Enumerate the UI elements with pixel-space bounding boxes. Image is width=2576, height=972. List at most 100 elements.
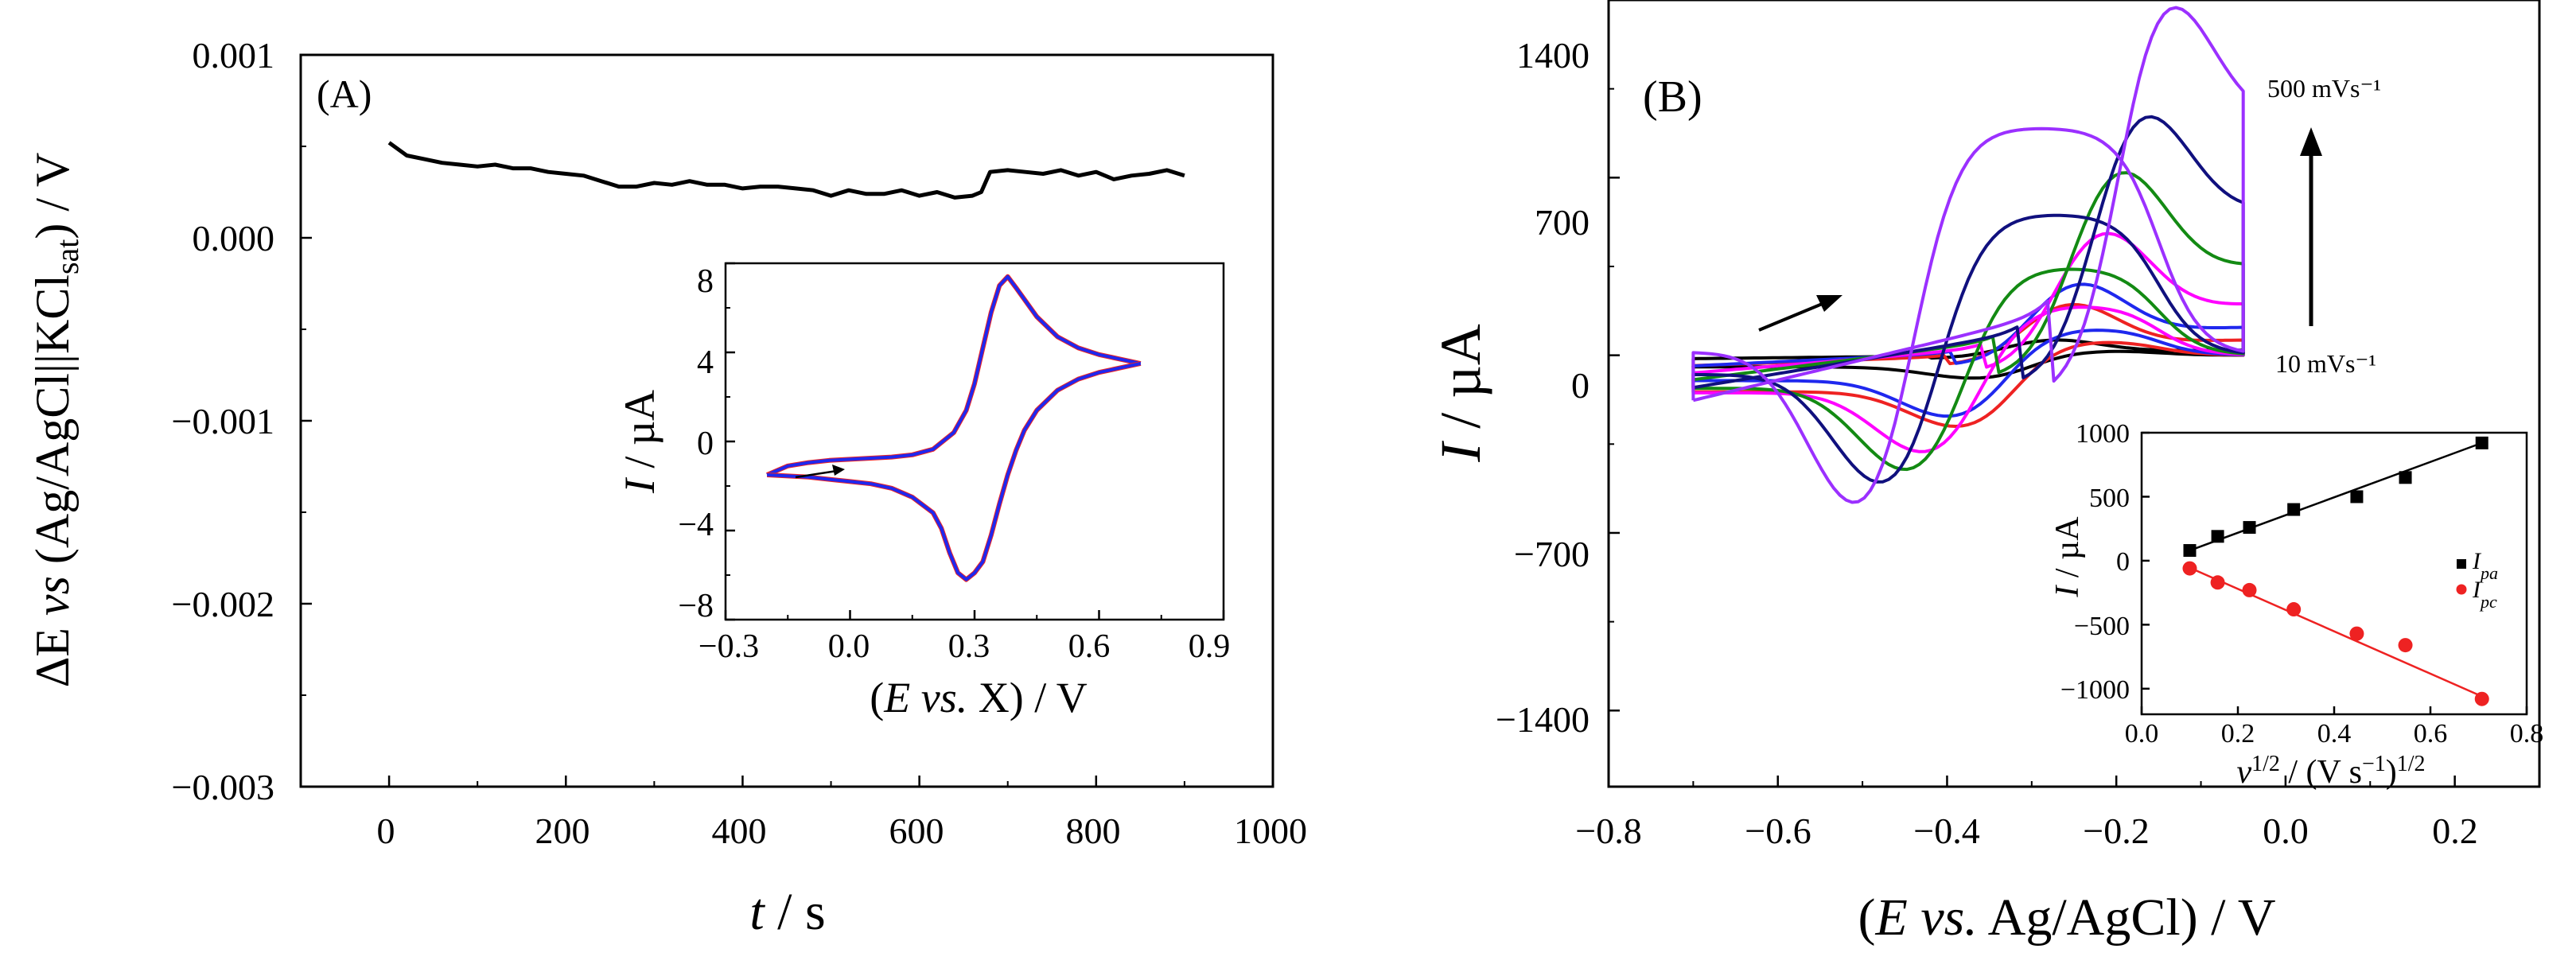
panel-a-inset: −0.3 0.0 0.3 0.6 0.9 8 4 0 −4 −8 (E vs. … (616, 262, 1231, 721)
panel-b-cv-6 (1691, 6, 2245, 504)
panel-b-inset-point-ipc-6 (2474, 691, 2489, 706)
panel-b-inset-xtick-0: 0.0 (2125, 719, 2159, 748)
panel-b-inset-ytick-2: 0 (2116, 547, 2130, 577)
panel-b-inset-xlabel: v1/2 / (V s−1)1/2 (2236, 752, 2425, 791)
panel-b-inset-xtick-2: 0.4 (2317, 719, 2352, 748)
panel-b-inset: 0.0 0.2 0.4 0.6 0.8 1000 500 0 −500 −100… (2049, 419, 2543, 791)
panel-a-inset-xlabel: (E vs. X) / V (870, 674, 1087, 721)
panel-a-ytick-2: −0.001 (172, 401, 274, 441)
panel-a-inset-frame (724, 262, 1225, 621)
panel-b-inset-legend: Ipa Ipc (2456, 548, 2498, 612)
panel-b-inset-series (2182, 436, 2489, 706)
legend-label-ipc: Ipc (2472, 577, 2497, 612)
panel-b-inset-ticks (2140, 431, 2528, 714)
panel-b-scan-rate-arrow (2300, 127, 2322, 326)
panel-b-ylabel: I / µA (1429, 324, 1492, 462)
panel-b-annotation-bottom: 10 mVs⁻¹ (2275, 349, 2376, 378)
legend-label-ipa: Ipa (2472, 548, 2498, 583)
panel-a-inset-ytick-4: −8 (678, 588, 714, 624)
panel-b-inset-point-ipc-4 (2349, 626, 2364, 641)
panel-a-inset-ytick-0: 8 (697, 263, 714, 300)
panel-b-inset-point-ipa-6 (2475, 436, 2488, 449)
panel-b-inset-point-ipc-3 (2286, 602, 2302, 617)
panel-b-inset-frame (2140, 431, 2528, 716)
panel-b-inset-point-ipa-4 (2350, 490, 2364, 503)
panel-a-xtick-1: 200 (535, 811, 590, 851)
panel-b-inset-xtick-1: 0.2 (2221, 719, 2255, 748)
panel-a-inset-series-line-1 (767, 362, 1142, 581)
panel-a-inset-series-shadow-1 (767, 361, 1142, 582)
panel-a-ytick-3: −0.002 (172, 584, 274, 624)
panel-b-scan-direction-arrow (1758, 295, 1843, 332)
panel-b-inset-point-ipa-3 (2287, 503, 2301, 516)
panel-a-xtick-2: 400 (712, 811, 767, 851)
panel-a-xlabel: t / s (749, 883, 825, 941)
panel-a-inset-xtick-2: 0.3 (948, 628, 990, 665)
panel-a-inset-series-line-0 (766, 274, 1142, 476)
panel-a-inset-ytick-3: −4 (678, 507, 714, 543)
panel-a-inset-xtick-1: 0.0 (828, 628, 870, 665)
panel-a-inset-ylabel: I / µA (616, 390, 663, 494)
panel-b-ytick-4: −1400 (1496, 699, 1590, 740)
panel-a-xtick-3: 600 (889, 811, 944, 851)
panel-b-xtick-1: −0.6 (1745, 811, 1811, 851)
panel-a-xtick-0: 0 (377, 811, 395, 851)
panel-b-xtick-0: −0.8 (1575, 811, 1641, 851)
panel-b-xtick-3: −0.2 (2083, 811, 2149, 851)
panel-a-ytick-1: 0.000 (193, 218, 275, 259)
panel-b-label: (B) (1643, 72, 1702, 122)
panel-b-inset-ytick-3: −500 (2074, 612, 2130, 641)
panel-b-inset-fit-0 (2189, 441, 2483, 552)
panel-a-inset-series (766, 274, 1142, 582)
legend-marker-ipc (2456, 584, 2467, 595)
panel-b-inset-ytick-0: 1000 (2076, 419, 2130, 449)
panel-b-xtick-4: 0.0 (2263, 811, 2309, 851)
panel-a-series (387, 141, 1185, 200)
panel-a-inset-xtick-0: −0.3 (698, 628, 759, 665)
panel-a-inset-ytick-1: 4 (697, 344, 714, 381)
panel-b-inset-point-ipa-2 (2243, 521, 2256, 535)
panel-b-frame (1607, 0, 2541, 788)
panel-a-label: (A) (317, 72, 372, 116)
panel-b-inset-ytick-4: −1000 (2060, 675, 2130, 705)
panel-a-ytick-4: −0.003 (172, 767, 274, 807)
panel-a-inset-xtick-4: 0.9 (1189, 628, 1231, 665)
panel-b-inset-point-ipa-5 (2399, 471, 2412, 484)
panel-a-xtick-5: 1000 (1234, 811, 1307, 851)
panel-b: (B) −0.8 −0.6 −0.4 −0.2 0.0 0.2 1400 700… (1429, 0, 2543, 947)
panel-a-ticks (300, 53, 1274, 788)
panel-a-ylabel: ΔE vs (Ag/AgCl||KClsat) / V (26, 153, 85, 688)
panel-b-ticks (1607, 0, 2540, 787)
panel-b-xlabel: (E vs. Ag/AgCl) / V (1858, 888, 2276, 947)
panel-b-xtick-5: 0.2 (2432, 811, 2478, 851)
panel-a-inset-ytick-2: 0 (697, 426, 714, 462)
panel-b-inset-point-ipc-2 (2242, 582, 2257, 597)
panel-b-series (1691, 6, 2245, 504)
panel-b-ytick-2: 0 (1571, 365, 1590, 406)
panel-a-inset-scan-arrow (795, 465, 845, 479)
legend-marker-ipa (2457, 559, 2466, 569)
panel-a: (A) 0 200 400 600 800 1000 0.001 0.000 −… (26, 35, 1307, 941)
panel-b-inset-point-ipc-5 (2398, 638, 2413, 653)
panel-a-inset-ticks (724, 262, 1225, 621)
panel-b-cv-5 (1691, 115, 2245, 484)
panel-a-xtick-4: 800 (1066, 811, 1121, 851)
panel-b-ytick-3: −700 (1514, 534, 1590, 574)
panel-b-inset-fit-1 (2189, 566, 2483, 698)
panel-b-ytick-0: 1400 (1516, 35, 1590, 76)
panel-b-inset-xtick-3: 0.6 (2414, 719, 2448, 748)
panel-a-series-line-0 (387, 141, 1185, 200)
panel-b-inset-ylabel: I / µA (2049, 516, 2086, 598)
panel-b-inset-xtick-4: 0.8 (2510, 719, 2544, 748)
panel-b-inset-point-ipc-1 (2210, 575, 2225, 590)
panel-a-inset-xtick-3: 0.6 (1068, 628, 1111, 665)
panel-b-inset-point-ipc-0 (2182, 561, 2197, 576)
panel-b-inset-ytick-1: 500 (2089, 484, 2130, 513)
panel-b-inset-point-ipa-1 (2211, 530, 2224, 543)
panel-a-ytick-0: 0.001 (193, 35, 275, 76)
panel-b-annotation-top: 500 mVs⁻¹ (2267, 74, 2381, 103)
panel-b-inset-point-ipa-0 (2183, 544, 2197, 558)
panel-b-ytick-1: 700 (1535, 202, 1590, 243)
panel-b-xtick-2: −0.4 (1913, 811, 1979, 851)
